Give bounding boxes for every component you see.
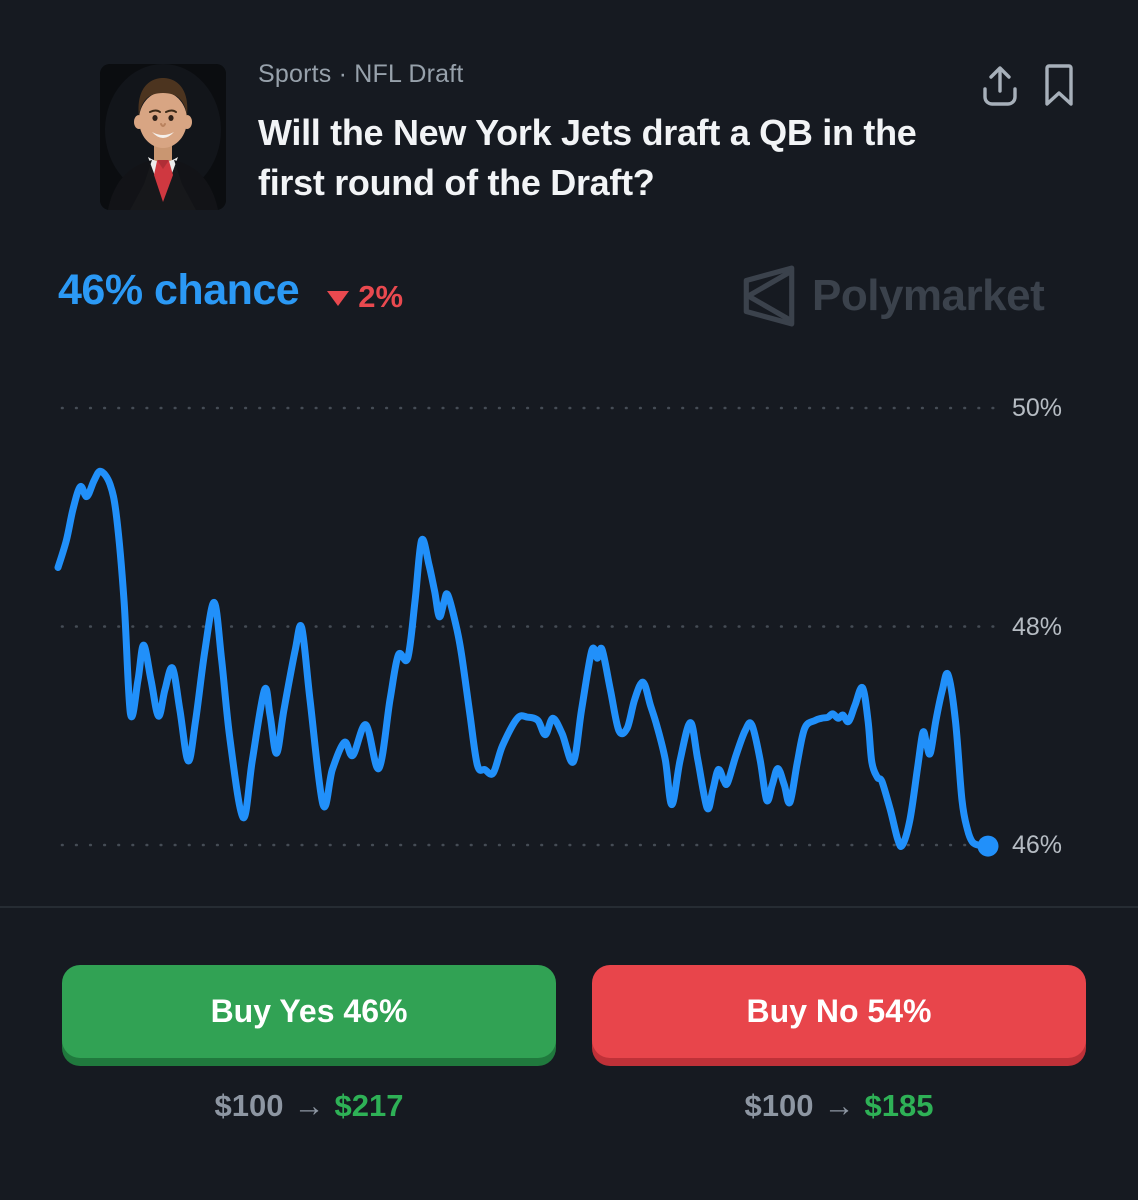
- price-chart[interactable]: [0, 380, 1138, 900]
- y-axis-tick-48: 48%: [1012, 613, 1063, 641]
- section-divider: [0, 906, 1138, 908]
- share-button[interactable]: [980, 64, 1020, 108]
- triangle-down-icon: [327, 291, 350, 306]
- yes-payout-amount: $217: [334, 1088, 404, 1123]
- polymarket-watermark: Polymarket: [742, 264, 1045, 328]
- current-price-dot: [977, 835, 999, 857]
- price-change: 2%: [327, 279, 403, 315]
- price-chart-area[interactable]: [0, 380, 1138, 900]
- avatar-image: [100, 64, 226, 210]
- bookmark-icon: [1045, 64, 1073, 106]
- bookmark-button[interactable]: [1042, 62, 1076, 108]
- buy-no-button[interactable]: Buy No 54%: [592, 965, 1086, 1058]
- category-breadcrumb: Sports · NFL Draft: [258, 60, 464, 88]
- buy-yes-button[interactable]: Buy Yes 46%: [62, 965, 556, 1058]
- market-title: Will the New York Jets draft a QB in the…: [258, 112, 917, 203]
- chance-value: 46% chance: [58, 266, 300, 314]
- market-avatar: [100, 64, 226, 210]
- no-stake-amount: $100: [744, 1088, 814, 1123]
- polymarket-logo-icon: [743, 265, 795, 327]
- y-axis-tick-50: 50%: [1012, 394, 1063, 422]
- no-payout-amount: $185: [864, 1088, 934, 1123]
- share-icon: [983, 66, 1017, 106]
- price-line: [54, 467, 992, 850]
- change-value: 2%: [358, 278, 404, 314]
- arrow-right-icon: →: [823, 1088, 855, 1123]
- y-axis-tick-46: 46%: [1012, 831, 1063, 859]
- buy-no-conversion: $100 → $185: [592, 1088, 1086, 1124]
- buy-yes-conversion: $100 → $217: [62, 1088, 556, 1124]
- price-row: 46% chance 2%: [58, 266, 403, 315]
- yes-stake-amount: $100: [214, 1088, 284, 1123]
- arrow-right-icon: →: [293, 1088, 325, 1123]
- polymarket-wordmark: Polymarket: [812, 271, 1045, 320]
